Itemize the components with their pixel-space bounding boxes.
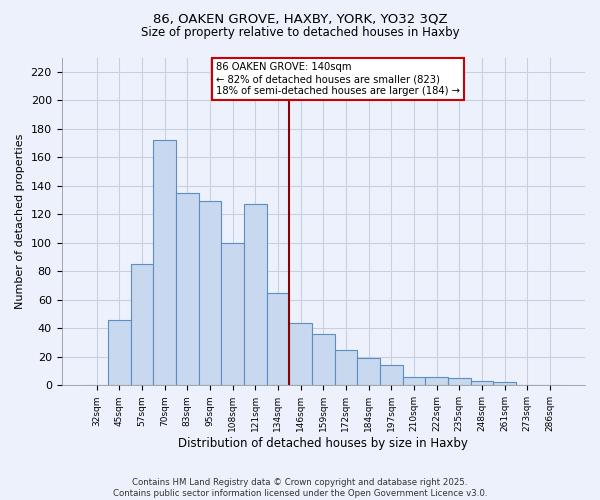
Text: 86 OAKEN GROVE: 140sqm
← 82% of detached houses are smaller (823)
18% of semi-de: 86 OAKEN GROVE: 140sqm ← 82% of detached… [216, 62, 460, 96]
Bar [357, 358, 380, 386]
Bar [470, 381, 493, 386]
Text: Contains HM Land Registry data © Crown copyright and database right 2025.
Contai: Contains HM Land Registry data © Crown c… [113, 478, 487, 498]
Bar [221, 243, 244, 386]
Bar [176, 193, 199, 386]
Bar [154, 140, 176, 386]
X-axis label: Distribution of detached houses by size in Haxby: Distribution of detached houses by size … [178, 437, 468, 450]
Bar [448, 378, 470, 386]
Y-axis label: Number of detached properties: Number of detached properties [15, 134, 25, 309]
Bar [425, 377, 448, 386]
Bar [335, 350, 357, 386]
Bar [403, 377, 425, 386]
Bar [131, 264, 154, 386]
Bar [244, 204, 266, 386]
Bar [380, 366, 403, 386]
Bar [493, 382, 516, 386]
Bar [266, 292, 289, 386]
Bar [312, 334, 335, 386]
Bar [289, 322, 312, 386]
Bar [199, 202, 221, 386]
Bar [108, 320, 131, 386]
Text: 86, OAKEN GROVE, HAXBY, YORK, YO32 3QZ: 86, OAKEN GROVE, HAXBY, YORK, YO32 3QZ [152, 12, 448, 26]
Text: Size of property relative to detached houses in Haxby: Size of property relative to detached ho… [140, 26, 460, 39]
